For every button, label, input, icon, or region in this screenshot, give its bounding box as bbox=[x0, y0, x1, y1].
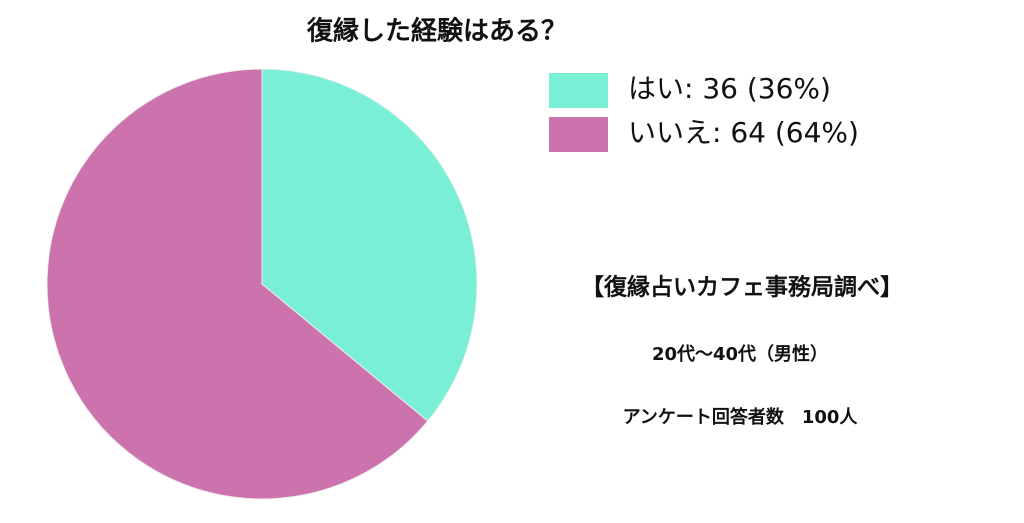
annotation: アンケート回答者数 100人 bbox=[623, 406, 859, 428]
legend-swatch bbox=[549, 73, 608, 108]
pie-slice bbox=[46, 68, 429, 500]
annotation: 【復縁占いカフェ事務局調べ】 bbox=[581, 274, 903, 301]
legend-label: はい: 36 (36%) bbox=[628, 72, 831, 105]
chart-title: 復縁した経験はある？ bbox=[306, 16, 567, 47]
annotation: 20代〜40代（男性） bbox=[652, 343, 828, 365]
legend-label: いいえ: 64 (64%) bbox=[628, 116, 859, 149]
pie-slice bbox=[261, 68, 478, 422]
legend-swatch bbox=[549, 117, 608, 152]
